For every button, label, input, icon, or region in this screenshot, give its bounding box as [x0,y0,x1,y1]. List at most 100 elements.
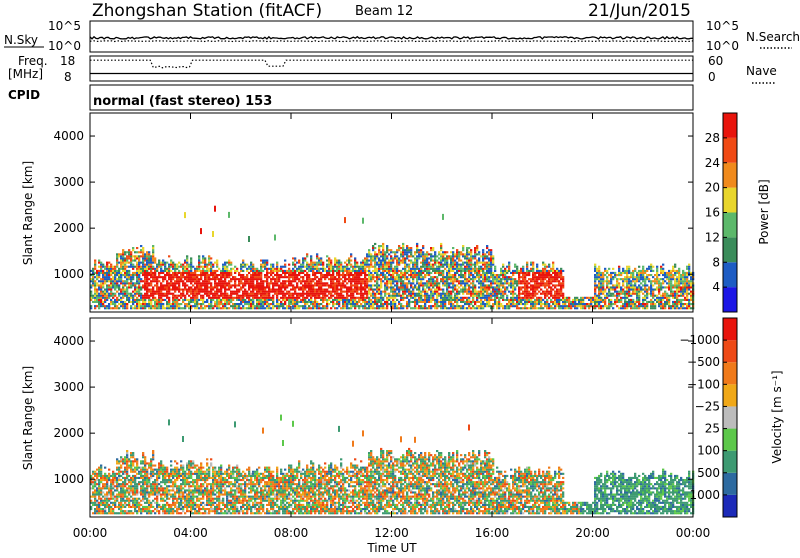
power-cell [294,257,296,259]
power-cell [570,305,572,307]
power-cell [340,274,342,276]
power-cell [548,266,550,268]
power-cell [192,280,194,282]
power-cell [472,257,474,259]
power-cell [452,266,454,268]
power-cell [314,299,316,301]
power-cell [316,255,318,257]
power-cell [294,280,296,282]
power-cell [248,295,250,297]
power-cell [428,278,430,280]
power-cell [422,276,424,278]
power-cell [156,266,158,268]
power-cell [390,270,392,272]
power-cell [298,293,300,295]
power-cell [354,257,356,259]
power-cell [484,291,486,293]
power-cell [328,270,330,272]
power-cell [238,291,240,293]
power-cell [550,268,552,270]
power-cell [442,278,444,280]
power-cell [154,274,156,276]
power-cell [182,264,184,266]
power-cell [392,270,394,272]
power-cell [434,291,436,293]
power-cell [522,268,524,270]
power-cell [302,297,304,299]
power-cell [434,303,436,305]
power-cell [548,282,550,284]
power-cell [256,284,258,286]
power-cell [594,268,596,270]
power-cell [118,280,120,282]
power-cell [586,305,588,307]
power-cell [424,260,426,262]
power-cell [336,299,338,301]
power-cell [104,305,106,307]
power-cell [330,293,332,295]
power-cell [148,268,150,270]
power-cell [308,305,310,307]
power-cell [544,286,546,288]
power-cell [468,299,470,301]
power-cell [108,297,110,299]
power-cell [576,307,578,309]
power-cell [198,280,200,282]
power-cell [190,280,192,282]
power-cell [366,260,368,262]
power-cell [138,260,140,262]
power-cell [462,286,464,288]
power-cell [216,264,218,266]
power-cell [126,307,128,309]
power-cell [214,274,216,276]
power-cell [162,264,164,266]
power-cell [230,278,232,280]
power-cell [140,307,142,309]
power-cell [390,257,392,259]
power-cell [422,270,424,272]
power-cell [480,291,482,293]
power-cell [190,266,192,268]
power-cell [200,286,202,288]
power-cell [518,291,520,293]
power-cell [296,301,298,303]
power-cell [548,264,550,266]
power-cell [542,293,544,295]
power-cell [96,295,98,297]
power-cell [194,303,196,305]
power-cell [302,307,304,309]
power-cell [152,251,154,253]
power-cell [392,276,394,278]
power-cell [142,295,144,297]
power-cell [204,282,206,284]
power-cell [394,293,396,295]
power-cell [456,264,458,266]
power-cell [336,284,338,286]
power-cell [414,305,416,307]
power-cell [350,295,352,297]
power-cell [472,289,474,291]
power-cell [462,274,464,276]
power-cell [476,305,478,307]
freq-left-tick-top: 18 [60,54,75,68]
power-cell [542,274,544,276]
power-cell [280,303,282,305]
power-cell [182,284,184,286]
power-cell [600,301,602,303]
power-cell [380,272,382,274]
power-cell [266,260,268,262]
power-cell [552,303,554,305]
power-cell [364,293,366,295]
power-cell [366,270,368,272]
power-cell [100,284,102,286]
power-cell [560,305,562,307]
power-cell [212,293,214,295]
power-cell [594,264,596,266]
power-cell [184,278,186,280]
power-cell [212,286,214,288]
power-cell [92,278,94,280]
power-cell [114,307,116,309]
power-cell [630,301,632,303]
power-cell [620,297,622,299]
power-cell [490,295,492,297]
